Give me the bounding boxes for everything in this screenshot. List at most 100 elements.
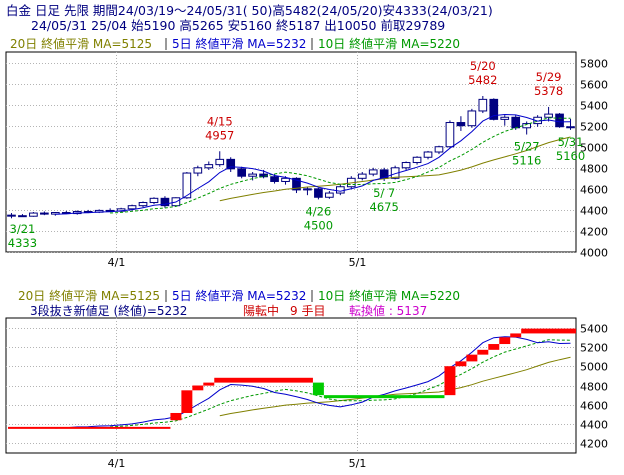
candle-body: [555, 113, 564, 128]
extreme-date-label: 5/27: [514, 140, 540, 154]
extreme-value-label: 5482: [468, 73, 497, 87]
candle-body: [500, 116, 510, 120]
renko-brick: [444, 366, 456, 396]
renko-y-tick: 5000: [580, 361, 608, 374]
renko-brick: [510, 333, 522, 338]
extreme-date-label: 5/ 7: [373, 186, 395, 200]
extreme-value-label: 5378: [534, 84, 563, 98]
candle-body: [467, 110, 477, 127]
renko-info: 3段抜き新値足 (終値)=5232 陽転中 9 手目 転換値 : 5137: [30, 303, 427, 318]
extreme-value-label: 4333: [8, 236, 37, 250]
renko-brick: [214, 377, 313, 383]
candle-y-tick: 5800: [580, 58, 608, 71]
candle-x-tick: 4/1: [108, 256, 126, 269]
candle-x-tick: 5/1: [349, 256, 367, 269]
candle-body: [127, 205, 137, 210]
extreme-value-label: 5160: [556, 149, 585, 163]
renko-brick: [455, 361, 467, 367]
extreme-value-label: 4500: [304, 218, 333, 232]
candle-body: [522, 123, 532, 129]
renko-y-tick: 4200: [580, 438, 608, 451]
candle-y-tick: 5400: [580, 100, 608, 113]
candle-body: [281, 177, 290, 182]
bottom-legend: 20日 終値平滑 MA=5125 5日 終値平滑 MA=5232 10日 終値平…: [18, 288, 460, 303]
candle-y-tick: 5200: [580, 121, 608, 134]
renko-plot-frame: [5, 317, 577, 454]
candle-body: [335, 186, 345, 194]
renko-y-tick: 4600: [580, 400, 608, 413]
candle-body: [160, 197, 170, 207]
renko-info-title: 3段抜き新値足 (終値)=5232: [30, 303, 187, 318]
renko-brick: [477, 349, 489, 355]
extreme-date-label: 5/20: [470, 59, 496, 73]
renko-x-tick: 4/1: [108, 457, 126, 470]
header-last-bar: 24/05/31 25/04 始5190 高5265 安5160 終5187 出…: [31, 18, 445, 33]
bottom-legend-ma5: 5日 終値平滑 MA=5232: [172, 288, 306, 303]
extreme-date-label: 4/15: [207, 114, 233, 128]
candle-body: [412, 156, 422, 164]
renko-brick: [488, 344, 500, 350]
renko-info-count: 9 手目: [290, 304, 325, 318]
candle-body: [303, 188, 312, 191]
renko-ma20-line: [219, 356, 571, 417]
candle-body: [401, 162, 411, 169]
candle-body: [7, 214, 16, 217]
renko-y-tick: 4400: [580, 419, 608, 432]
candle-body: [445, 122, 455, 148]
candle-y-tick: 5600: [580, 79, 608, 92]
candle-body: [434, 146, 444, 153]
candle-ma20-line: [219, 136, 571, 202]
candle-body: [357, 173, 367, 179]
renko-info-state: 陽転中: [243, 303, 279, 318]
candle-body: [368, 169, 378, 175]
candle-body: [248, 173, 257, 177]
candle-body: [215, 158, 225, 166]
renko-ma5-line: [55, 336, 571, 429]
renko-brick: [466, 354, 478, 362]
candle-body: [423, 151, 433, 158]
renko-y-tick: 4800: [580, 381, 608, 394]
renko-brick: [521, 328, 576, 334]
candlestick-panel: 4000 4200 4400 4600 4800 5000 5200 5400 5600 5800…: [5, 51, 608, 269]
candle-body: [478, 98, 488, 112]
candle-y-tick: 4800: [580, 163, 608, 176]
renko-y-tick: 5400: [580, 323, 608, 336]
header-summary: 白金 日足 先限 期間24/03/19～24/05/31( 50)高5482(2…: [6, 3, 493, 18]
candle-body: [456, 122, 466, 127]
candle-body: [270, 176, 279, 182]
renko-panel: 4200 4400 4600 4800 5000 5200 5400 4/1 5/1: [5, 317, 608, 470]
renko-brick: [181, 390, 193, 413]
extreme-date-label: 4/26: [305, 204, 331, 218]
candle-body: [566, 126, 575, 129]
extreme-date-label: 3/21: [10, 222, 36, 236]
top-legend-ma5: 5日 終値平滑 MA=5232: [172, 36, 306, 51]
candle-body: [138, 202, 148, 207]
renko-info-turn: 転換値 : 5137: [349, 303, 427, 318]
extreme-value-label: 4957: [205, 128, 234, 142]
candle-body: [544, 113, 553, 118]
top-legend-ma10: 10日 終値平滑 MA=5220: [318, 36, 460, 51]
candle-y-tick: 4400: [580, 205, 608, 218]
candle-body: [325, 192, 334, 198]
candle-body: [18, 215, 27, 218]
extreme-value-label: 4675: [370, 200, 399, 214]
candle-body: [40, 212, 49, 215]
candle-body: [292, 177, 301, 191]
candle-y-tick: 4200: [580, 226, 608, 239]
bottom-legend-ma20: 20日 終値平滑 MA=5125: [18, 288, 160, 303]
candle-ma10-line: [110, 117, 571, 214]
candle-body: [259, 173, 268, 178]
extreme-date-label: 5/29: [536, 70, 562, 84]
extreme-date-label: 5/31: [558, 135, 584, 149]
renko-brick: [203, 382, 215, 386]
renko-brick: [192, 385, 204, 391]
renko-x-tick: 5/1: [349, 457, 367, 470]
renko-brick: [170, 412, 182, 421]
candle-body: [226, 158, 236, 170]
candle-body: [193, 167, 203, 174]
candle-body: [149, 197, 159, 204]
bottom-legend-ma10: 10日 終値平滑 MA=5220: [318, 288, 460, 303]
renko-brick: [499, 337, 511, 345]
